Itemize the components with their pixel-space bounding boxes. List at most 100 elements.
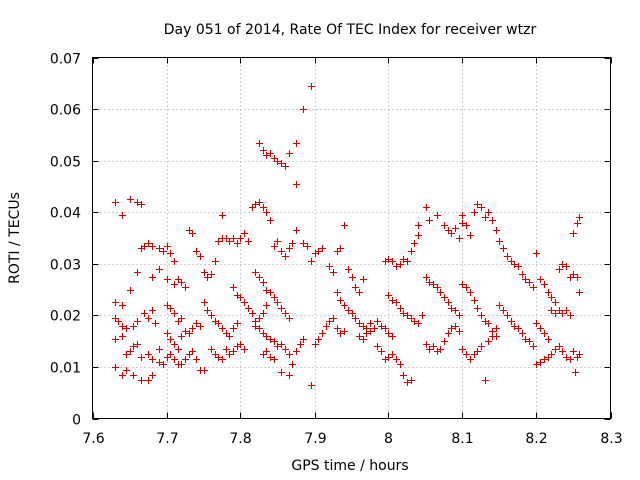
data-point xyxy=(182,356,189,363)
data-point xyxy=(485,320,492,327)
data-point xyxy=(274,238,281,245)
data-point xyxy=(197,253,204,260)
data-point xyxy=(437,346,444,353)
data-point xyxy=(474,348,481,355)
y-tick-label: 0.06 xyxy=(50,103,81,119)
data-point xyxy=(474,305,481,312)
data-point xyxy=(519,271,526,278)
data-point xyxy=(408,315,415,322)
data-point xyxy=(119,323,126,330)
data-point xyxy=(267,354,274,361)
data-point xyxy=(164,276,171,283)
data-point xyxy=(241,230,248,237)
x-tick-label: 7.7 xyxy=(156,431,178,447)
data-point xyxy=(482,214,489,221)
data-point xyxy=(363,330,370,337)
data-point xyxy=(263,348,270,355)
data-point xyxy=(548,351,555,358)
data-point xyxy=(278,305,285,312)
data-point xyxy=(567,356,574,363)
data-point xyxy=(167,250,174,257)
data-point xyxy=(530,284,537,291)
data-point xyxy=(474,201,481,208)
data-point xyxy=(511,323,518,330)
x-tick-label: 8 xyxy=(384,431,393,447)
data-point xyxy=(393,356,400,363)
data-point xyxy=(130,323,137,330)
data-point xyxy=(400,256,407,263)
data-point xyxy=(141,243,148,250)
data-point xyxy=(145,351,152,358)
data-point xyxy=(430,281,437,288)
plot-frame xyxy=(92,57,611,419)
data-point xyxy=(545,336,552,343)
data-point xyxy=(367,328,374,335)
data-point xyxy=(493,227,500,234)
data-point xyxy=(149,372,156,379)
data-point xyxy=(545,289,552,296)
data-points xyxy=(112,83,583,389)
data-point xyxy=(282,163,289,170)
data-point xyxy=(537,325,544,332)
data-point xyxy=(500,307,507,314)
data-point xyxy=(374,318,381,325)
data-point xyxy=(415,232,422,239)
data-point xyxy=(533,320,540,327)
data-point xyxy=(341,302,348,309)
data-point xyxy=(171,356,178,363)
data-point xyxy=(256,199,263,206)
data-point xyxy=(145,240,152,247)
data-point xyxy=(223,346,230,353)
data-point xyxy=(115,318,122,325)
data-point xyxy=(352,315,359,322)
data-point xyxy=(175,318,182,325)
data-point xyxy=(164,243,171,250)
y-tick-label: 0.07 xyxy=(50,52,81,68)
data-point xyxy=(385,256,392,263)
data-point xyxy=(293,181,300,188)
data-point xyxy=(570,348,577,355)
data-point xyxy=(164,302,171,309)
data-point xyxy=(508,318,515,325)
data-point xyxy=(289,361,296,368)
data-point xyxy=(326,318,333,325)
data-point xyxy=(493,325,500,332)
data-point xyxy=(315,336,322,343)
data-point xyxy=(478,204,485,211)
data-point xyxy=(411,240,418,247)
data-point xyxy=(282,310,289,317)
data-point xyxy=(138,354,145,361)
data-point xyxy=(263,209,270,216)
data-point xyxy=(489,217,496,224)
data-point xyxy=(441,294,448,301)
data-point xyxy=(400,372,407,379)
data-point xyxy=(145,315,152,322)
x-tick-label: 7.8 xyxy=(229,431,251,447)
data-point xyxy=(349,274,356,281)
data-point xyxy=(178,361,185,368)
data-point xyxy=(230,235,237,242)
data-point xyxy=(260,310,267,317)
data-point xyxy=(223,330,230,337)
data-point xyxy=(522,336,529,343)
data-point xyxy=(241,346,248,353)
data-point xyxy=(271,356,278,363)
chart-title: Day 051 of 2014, Rate Of TEC Index for r… xyxy=(164,22,537,38)
data-point xyxy=(271,294,278,301)
data-point xyxy=(112,336,119,343)
data-point xyxy=(293,227,300,234)
data-point xyxy=(256,325,263,332)
data-point xyxy=(267,289,274,296)
data-point xyxy=(230,348,237,355)
data-point xyxy=(445,299,452,306)
data-point xyxy=(519,330,526,337)
data-point xyxy=(300,106,307,113)
data-point xyxy=(230,325,237,332)
data-point xyxy=(352,284,359,291)
data-point xyxy=(263,287,270,294)
y-tick-label: 0 xyxy=(72,413,81,429)
data-point xyxy=(123,367,130,374)
data-point xyxy=(397,305,404,312)
data-point xyxy=(252,323,259,330)
data-point xyxy=(576,351,583,358)
